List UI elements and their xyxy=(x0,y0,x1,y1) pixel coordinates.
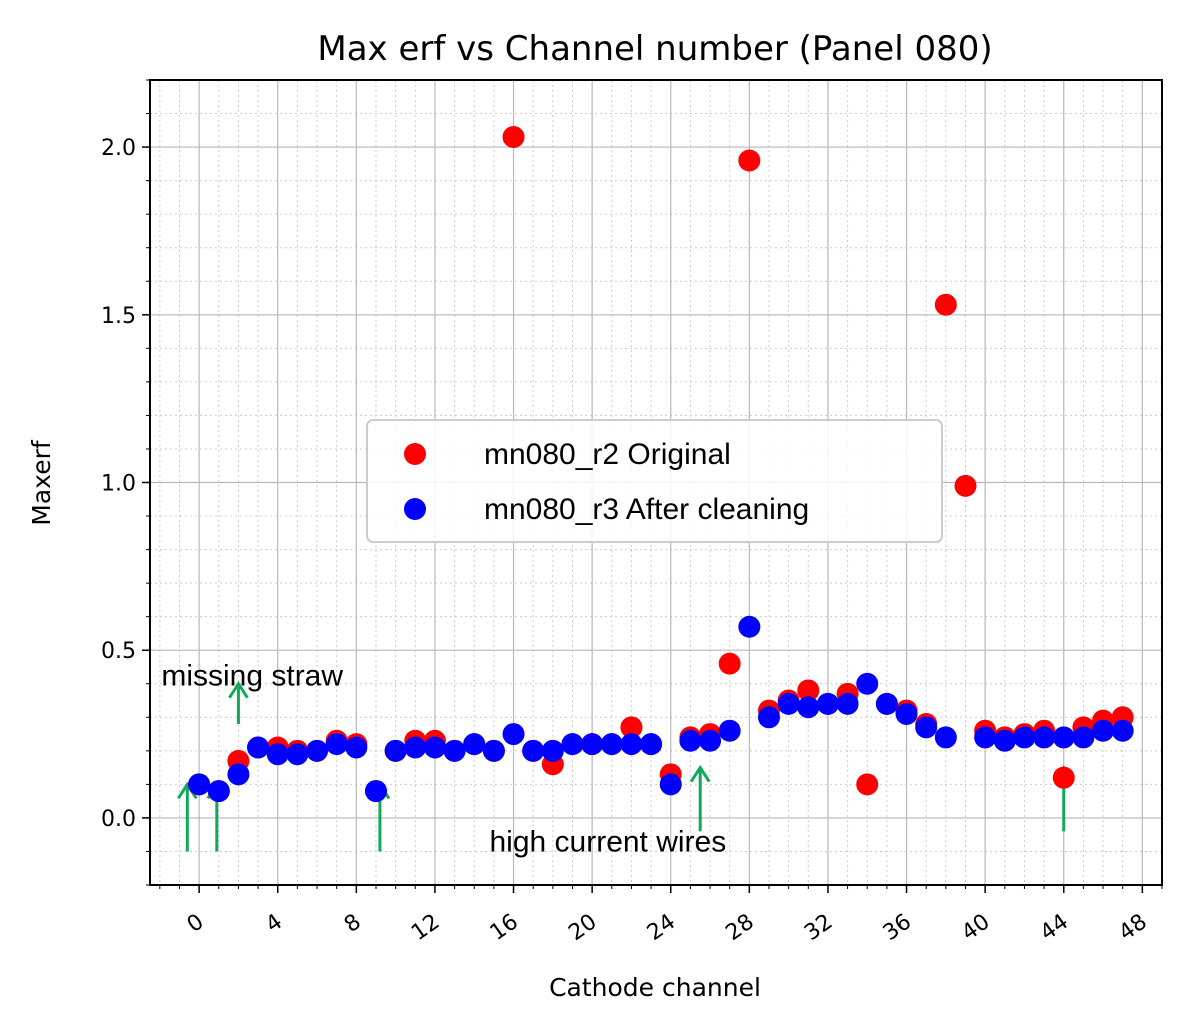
data-point xyxy=(286,743,309,766)
data-point xyxy=(1092,719,1115,742)
data-point xyxy=(502,126,525,149)
annotation-text: high current wires xyxy=(489,825,726,858)
data-point xyxy=(699,729,722,752)
legend: mn080_r2 Original mn080_r3 After cleaning xyxy=(366,419,943,543)
data-point xyxy=(718,652,741,675)
data-point xyxy=(757,706,780,729)
annotation-arrow xyxy=(689,764,711,832)
data-point xyxy=(777,692,800,715)
data-point xyxy=(836,692,859,715)
data-point xyxy=(581,733,604,756)
data-point xyxy=(502,723,525,746)
data-point xyxy=(227,763,250,786)
legend-label: mn080_r2 Original xyxy=(484,438,731,471)
data-point xyxy=(797,679,820,702)
data-point xyxy=(207,780,230,803)
y-tick-label: 1.0 xyxy=(101,472,136,497)
data-point xyxy=(659,773,682,796)
legend-marker xyxy=(404,443,426,465)
chart-title: Max erf vs Channel number (Panel 080) xyxy=(317,29,992,69)
data-point xyxy=(266,743,289,766)
data-point xyxy=(620,716,643,739)
data-point xyxy=(738,149,761,172)
data-point xyxy=(443,739,466,762)
arrow-head xyxy=(228,680,249,699)
data-point xyxy=(1013,726,1036,749)
x-axis-label: Cathode channel xyxy=(549,973,761,1002)
data-point xyxy=(1033,726,1056,749)
data-point xyxy=(738,615,761,638)
legend-marker xyxy=(404,498,426,520)
data-point xyxy=(679,729,702,752)
data-point xyxy=(934,726,957,749)
data-point xyxy=(561,733,584,756)
data-point xyxy=(895,702,918,725)
arrow-head xyxy=(689,764,711,783)
data-point xyxy=(974,726,997,749)
plot-frame xyxy=(149,79,1163,886)
data-point xyxy=(404,736,427,759)
data-point xyxy=(541,739,564,762)
annotation-text: missing straw xyxy=(161,659,343,692)
data-points xyxy=(188,126,1134,803)
legend-box xyxy=(366,419,943,543)
data-point xyxy=(1072,726,1095,749)
data-point xyxy=(718,719,741,742)
data-point xyxy=(325,733,348,756)
data-point xyxy=(934,293,957,316)
data-point xyxy=(1052,726,1075,749)
annotations: missing straw high current wires xyxy=(161,659,1075,858)
data-point xyxy=(797,696,820,719)
data-point xyxy=(915,716,938,739)
series-2 xyxy=(188,615,1134,803)
data-point xyxy=(364,780,387,803)
data-point xyxy=(482,739,505,762)
data-point xyxy=(620,733,643,756)
data-point xyxy=(816,692,839,715)
y-tick-label: 2.0 xyxy=(101,136,136,161)
data-point xyxy=(463,733,486,756)
data-point xyxy=(306,739,329,762)
data-point xyxy=(954,474,977,497)
data-point xyxy=(247,736,270,759)
data-point xyxy=(1111,719,1134,742)
data-point xyxy=(188,773,211,796)
data-point xyxy=(384,739,407,762)
data-point xyxy=(856,773,879,796)
data-point xyxy=(856,672,879,695)
annotation-arrow xyxy=(228,680,249,724)
data-point xyxy=(640,733,663,756)
data-point xyxy=(423,736,446,759)
legend-label: mn080_r3 After cleaning xyxy=(484,493,809,526)
data-point xyxy=(345,736,368,759)
data-point xyxy=(875,692,898,715)
y-tick-label: 0.0 xyxy=(101,807,136,832)
data-point xyxy=(522,739,545,762)
data-point xyxy=(1052,766,1075,789)
y-tick-label: 1.5 xyxy=(101,304,136,329)
data-point xyxy=(993,729,1016,752)
y-axis-label: Maxerf xyxy=(27,439,56,526)
data-point xyxy=(600,733,623,756)
y-tick-label: 0.5 xyxy=(101,639,136,664)
